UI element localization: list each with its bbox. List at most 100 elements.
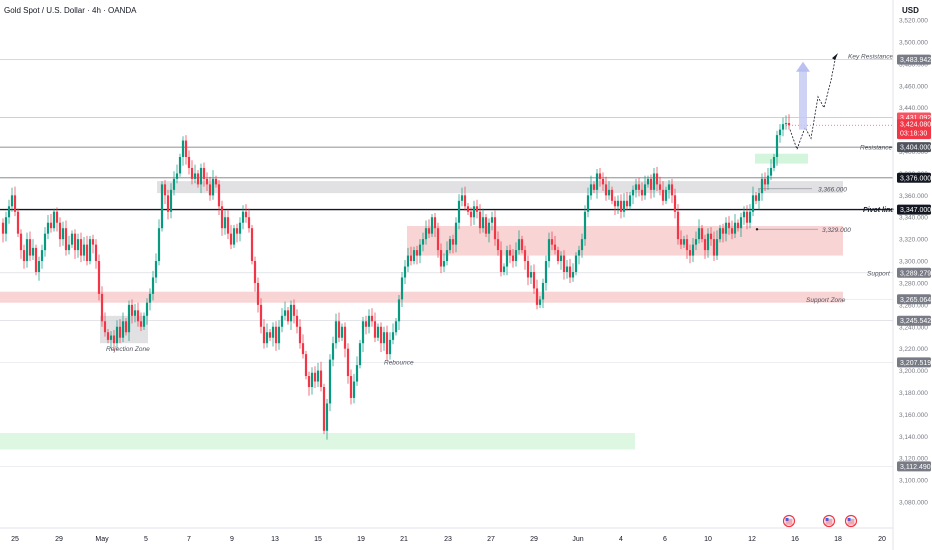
time-tick: May <box>95 536 109 543</box>
candle-body <box>775 135 779 157</box>
price-tag-label: 3,289.279 <box>900 270 931 277</box>
price-tick: 3,100.000 <box>899 478 928 485</box>
price-tag <box>897 267 931 278</box>
annotation-label: Rebounce <box>384 359 414 366</box>
candle-body <box>196 173 200 185</box>
candle-body <box>685 239 689 251</box>
bullish-arrow-head <box>796 61 810 72</box>
candle-body <box>127 304 131 333</box>
price-axis[interactable]: 3,520.000 3,500.000 3,480.000 3,460.000 3,44… <box>899 18 928 507</box>
candle-body <box>238 222 242 234</box>
candle-body <box>661 189 665 201</box>
candle-body <box>655 173 659 185</box>
candle-body <box>334 321 338 344</box>
candle-body <box>697 228 701 240</box>
us-flag-canton <box>847 518 851 521</box>
price-tag-label: 3,404.000 <box>900 145 931 152</box>
candle-body <box>625 200 629 207</box>
candle-body <box>637 184 641 190</box>
time-tick: 29 <box>55 536 63 543</box>
candle-body <box>157 228 161 262</box>
time-tick: 18 <box>834 536 842 543</box>
candle-body <box>385 332 389 355</box>
candle-body <box>172 178 176 190</box>
price-tick: 3,400.000 <box>899 149 928 156</box>
price-tick: 3,340.000 <box>899 215 928 222</box>
candle-body <box>190 167 194 179</box>
candle-body <box>658 184 662 190</box>
candle-body <box>199 167 203 185</box>
candle-body <box>61 228 65 240</box>
candle-body <box>349 376 353 398</box>
time-tick: 16 <box>791 536 799 543</box>
candles-layer <box>1 114 791 440</box>
candle-body <box>739 217 743 229</box>
candle-body <box>73 233 77 251</box>
candle-body <box>28 239 32 256</box>
price-tag-label: 3,265.064 <box>900 297 931 304</box>
candle-body <box>754 195 758 201</box>
time-tick: 9 <box>230 536 234 543</box>
candle-body <box>514 250 518 262</box>
price-tick: 3,120.000 <box>899 456 928 463</box>
candle-body <box>511 255 515 262</box>
time-tick: 15 <box>314 536 322 543</box>
candle-body <box>289 304 293 322</box>
price-tag <box>897 172 931 183</box>
candle-body <box>226 217 230 234</box>
candle-body <box>208 184 212 196</box>
candle-body <box>562 255 566 272</box>
candle-body <box>352 381 356 398</box>
candle-body <box>535 288 539 305</box>
candle-body <box>223 217 227 229</box>
candle-body <box>742 211 746 218</box>
time-axis[interactable]: 25 29 May 5 7 9 13 15 19 21 23 27 29 Jun 4 6 10 12 16 18 20 <box>11 536 886 543</box>
candle-body <box>526 261 530 278</box>
price-tick: 3,500.000 <box>899 40 928 47</box>
candle-body <box>646 178 650 185</box>
price-tag-label: 3,376.000 <box>900 175 931 182</box>
candle-body <box>478 211 482 229</box>
candle-body <box>331 343 335 360</box>
candle-body <box>100 293 104 322</box>
candle-body <box>268 332 272 338</box>
candle-body <box>424 228 428 240</box>
price-tag-label: 3,431.092 <box>900 115 931 122</box>
candle-body <box>91 239 95 245</box>
price-tick: 3,240.000 <box>899 324 928 331</box>
pivot-zone-red <box>407 226 843 256</box>
candle-body <box>448 239 452 251</box>
candle-body <box>415 250 419 256</box>
candle-body <box>265 332 269 344</box>
candle-body <box>493 217 497 240</box>
candle-body <box>508 250 512 256</box>
candle-body <box>388 339 392 355</box>
time-tick: 10 <box>704 536 712 543</box>
candle-body <box>676 211 680 240</box>
candle-body <box>142 315 146 327</box>
price-tag <box>897 142 931 153</box>
candle-body <box>205 178 209 185</box>
candle-body <box>166 195 170 212</box>
candle-body <box>433 217 437 229</box>
annotation-label: 3,329.000 <box>822 227 851 234</box>
levels-layer <box>0 59 893 467</box>
candle-body <box>262 326 266 344</box>
candle-body <box>280 315 284 327</box>
candle-body <box>364 321 368 327</box>
candle-body <box>214 178 218 185</box>
candle-body <box>361 321 365 344</box>
currency-label[interactable]: USD <box>902 6 919 15</box>
time-tick: Jun <box>572 536 583 543</box>
candle-body <box>421 239 425 245</box>
candle-body <box>13 195 17 212</box>
candle-body <box>430 217 434 234</box>
price-tick: 3,260.000 <box>899 302 928 309</box>
candle-body <box>115 326 119 344</box>
candle-body <box>538 299 542 305</box>
time-tick: 19 <box>357 536 365 543</box>
candle-body <box>373 321 377 338</box>
zones-layer <box>0 153 843 450</box>
time-tick: 6 <box>663 536 667 543</box>
